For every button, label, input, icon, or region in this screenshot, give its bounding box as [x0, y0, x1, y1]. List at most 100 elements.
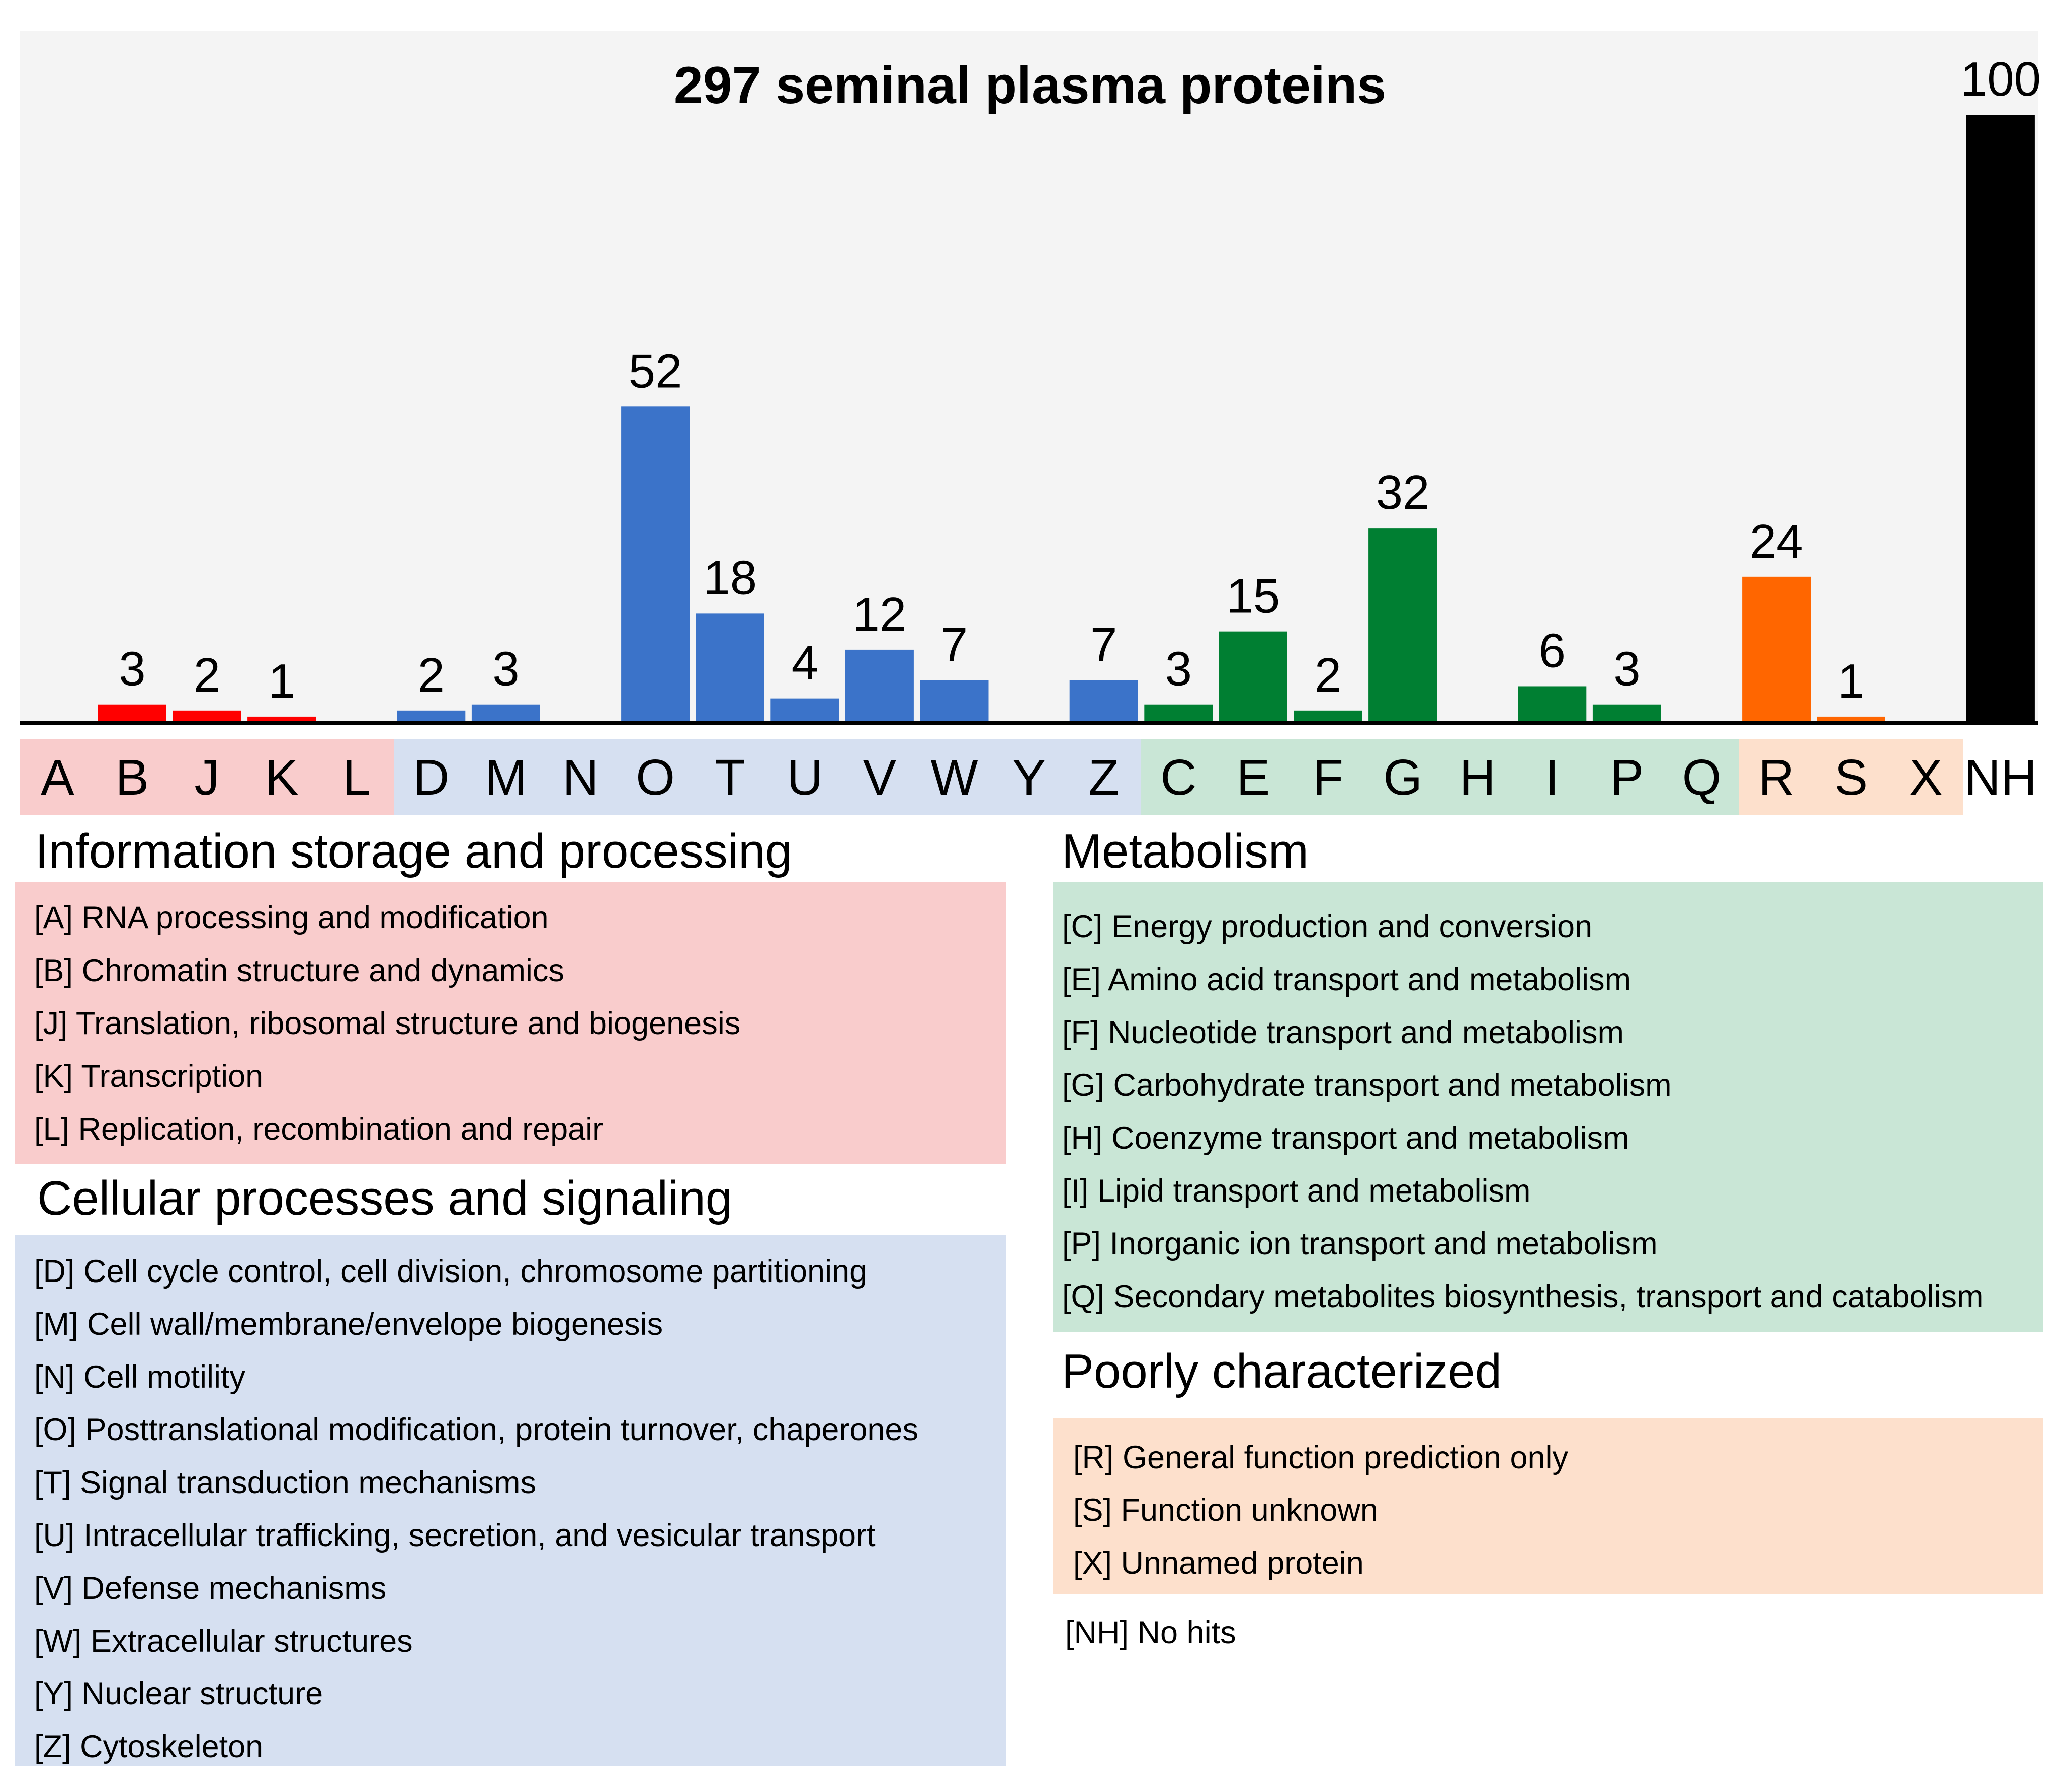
no-hits-note: [NH] No hits [1065, 1615, 1236, 1650]
category-label-W: W [930, 749, 978, 806]
value-label-S: 1 [1838, 654, 1864, 708]
bar-M [471, 704, 540, 723]
value-label-P: 3 [1613, 642, 1640, 696]
value-label-B: 3 [119, 642, 145, 696]
category-label-R: R [1758, 749, 1794, 806]
category-label-X: X [1909, 749, 1943, 806]
cell-category-item: [V] Defense mechanisms [34, 1571, 387, 1606]
info-category-item: [L] Replication, recombination and repai… [34, 1112, 604, 1147]
category-label-O: O [636, 749, 675, 806]
category-label-V: V [863, 749, 897, 806]
cell-category-item: [N] Cell motility [34, 1359, 246, 1395]
bar-D [397, 710, 466, 723]
cell-category-item: [T] Signal transduction mechanisms [34, 1465, 536, 1500]
value-label-E: 15 [1227, 569, 1280, 623]
meta-category-item: [I] Lipid transport and metabolism [1062, 1173, 1531, 1209]
category-label-U: U [787, 749, 823, 806]
value-label-C: 3 [1165, 642, 1192, 696]
bar-E [1219, 631, 1287, 723]
meta-category-item: [E] Amino acid transport and metabolism [1062, 962, 1631, 997]
category-bands [20, 739, 1963, 815]
bar-series [98, 115, 2035, 723]
meta-category-item: [F] Nucleotide transport and metabolism [1062, 1015, 1624, 1050]
bar-O [621, 406, 690, 723]
bar-F [1294, 710, 1362, 723]
category-label-Y: Y [1012, 749, 1046, 806]
category-label-K: K [265, 749, 299, 806]
category-label-G: G [1383, 749, 1422, 806]
value-label-R: 24 [1750, 515, 1803, 568]
meta-category-box: [C] Energy production and conversion [E] … [1053, 882, 2043, 1332]
bar-B [98, 704, 166, 723]
value-label-T: 18 [703, 551, 757, 605]
bar-T [696, 613, 764, 723]
value-label-V: 12 [853, 587, 907, 641]
info-category-item: [K] Transcription [34, 1059, 264, 1094]
value-label-G: 32 [1376, 466, 1430, 520]
category-label-Z: Z [1088, 749, 1119, 806]
value-label-Z: 7 [1090, 618, 1117, 671]
category-label-S: S [1834, 749, 1868, 806]
category-label-L: L [342, 749, 371, 806]
info-category-box: [A] RNA processing and modification [B] C… [15, 882, 1006, 1164]
cell-category-item: [O] Posttranslational modification, prot… [34, 1412, 918, 1447]
value-label-O: 52 [629, 344, 682, 398]
bar-R [1742, 576, 1811, 723]
meta-category-item: [H] Coenzyme transport and metabolism [1062, 1121, 1629, 1156]
cog-bar-chart: 297 seminal plasma proteins 3 2 1 2 35218412… [20, 31, 2041, 815]
section-title-meta: Metabolism [1062, 824, 1309, 878]
bar-W [920, 680, 989, 723]
value-label-K: 1 [268, 654, 295, 708]
category-label-H: H [1459, 749, 1496, 806]
category-label-E: E [1237, 749, 1270, 806]
bar-I [1518, 686, 1587, 723]
value-label-J: 2 [194, 648, 220, 702]
poor-category-item: [X] Unnamed protein [1073, 1546, 1364, 1581]
chart-title: 297 seminal plasma proteins [674, 56, 1386, 115]
bar-V [845, 649, 914, 723]
cell-category-item: [D] Cell cycle control, cell division, c… [34, 1254, 868, 1289]
meta-category-item: [G] Carbohydrate transport and metabolis… [1062, 1068, 1672, 1103]
cell-category-item: [Z] Cytoskeleton [34, 1729, 264, 1764]
category-label-N: N [562, 749, 598, 806]
value-label-F: 2 [1315, 648, 1341, 702]
category-label-I: I [1545, 749, 1559, 806]
category-band-info [20, 739, 394, 815]
category-label-M: M [485, 749, 527, 806]
category-labels: A B J K L D M N O T U V W Y Z C E F G H I P Q R S X NH [41, 749, 2037, 806]
category-label-F: F [1313, 749, 1343, 806]
value-label-U: 4 [792, 636, 818, 690]
section-title-info: Information storage and processing [35, 824, 792, 878]
bar-U [770, 698, 839, 723]
meta-category-item: [P] Inorganic ion transport and metaboli… [1062, 1226, 1658, 1261]
info-category-item: [J] Translation, ribosomal structure and… [34, 1006, 741, 1041]
cell-category-item: [U] Intracellular trafficking, secretion… [34, 1518, 876, 1553]
info-category-item: [A] RNA processing and modification [34, 900, 549, 935]
value-label-M: 3 [492, 642, 519, 696]
poor-category-item: [S] Function unknown [1073, 1493, 1378, 1528]
category-label-Q: Q [1682, 749, 1722, 806]
cell-category-item: [W] Extracellular structures [34, 1624, 413, 1659]
category-label-C: C [1160, 749, 1196, 806]
bar-NH [1966, 115, 2035, 723]
category-label-B: B [116, 749, 149, 806]
meta-category-item: [C] Energy production and conversion [1062, 909, 1593, 945]
section-title-poor: Poorly characterized [1062, 1344, 1502, 1398]
poor-category-item: [R] General function prediction only [1073, 1440, 1569, 1475]
section-title-cell: Cellular processes and signaling [37, 1171, 733, 1225]
bar-J [173, 710, 241, 723]
plot-background [20, 31, 2038, 723]
cell-category-item: [M] Cell wall/membrane/envelope biogenes… [34, 1307, 663, 1342]
category-band-cell [394, 739, 1141, 815]
value-label-D: 2 [418, 648, 445, 702]
poor-category-box: [R] General function prediction only [S] … [1053, 1418, 2043, 1594]
category-band-poor [1739, 739, 1963, 815]
meta-category-item: [Q] Secondary metabolites biosynthesis, … [1062, 1279, 1984, 1314]
category-label-T: T [715, 749, 745, 806]
value-label-I: 6 [1539, 624, 1566, 677]
category-label-P: P [1610, 749, 1644, 806]
value-label-W: 7 [941, 618, 968, 671]
bar-G [1368, 528, 1437, 723]
category-label-D: D [413, 749, 449, 806]
